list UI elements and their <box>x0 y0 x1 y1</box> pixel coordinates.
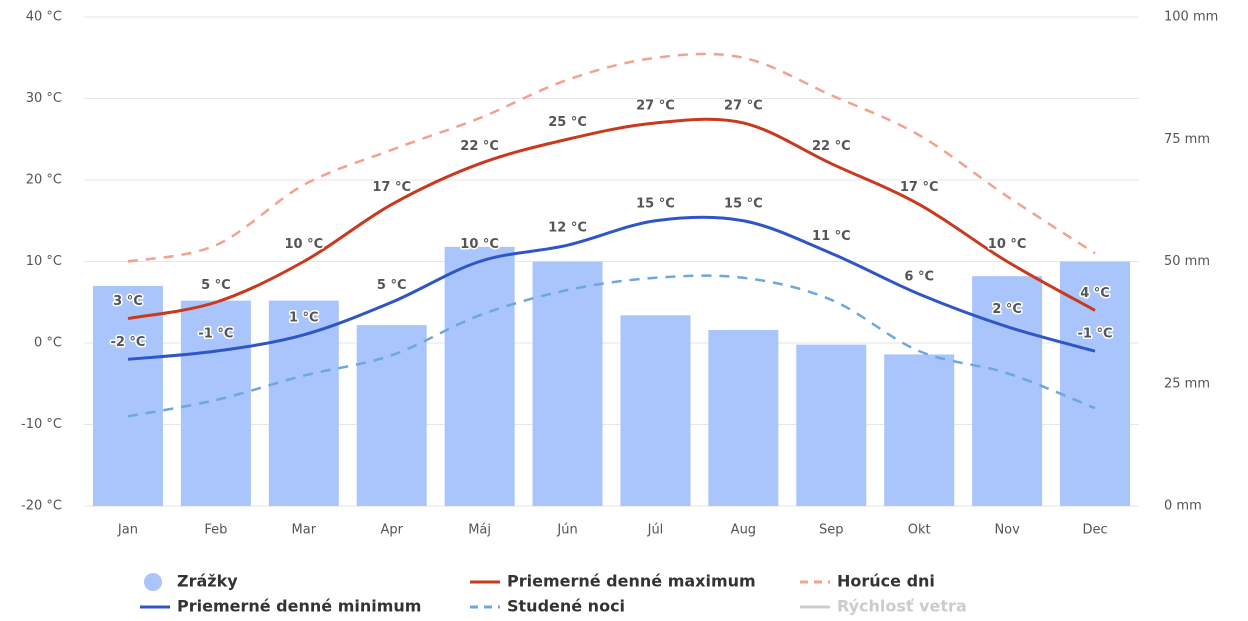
y2-tick-label: 0 mm <box>1164 499 1202 514</box>
legend-label[interactable]: Priemerné denné minimum <box>177 597 421 616</box>
data-label: 12 °C <box>548 221 587 236</box>
data-label: 17 °C <box>900 180 939 195</box>
data-label: 5 °C <box>377 278 407 293</box>
bar <box>92 285 163 506</box>
bar <box>796 344 867 506</box>
data-label: 6 °C <box>904 270 934 285</box>
data-label: 2 °C <box>992 302 1022 317</box>
data-label: 15 °C <box>724 196 763 211</box>
y2-tick-label: 75 mm <box>1164 132 1210 147</box>
line <box>127 274 1096 418</box>
y-tick-label: 10 °C <box>26 254 62 269</box>
x-tick-label: Aug <box>731 523 756 538</box>
bar <box>532 261 603 506</box>
data-label: 27 °C <box>724 98 763 113</box>
legend-label[interactable]: Studené noci <box>507 597 625 616</box>
y2-tick-label: 25 mm <box>1164 376 1210 391</box>
x-tick-label: Jan <box>117 523 138 538</box>
legend-marker <box>144 573 162 591</box>
x-tick-label: Dec <box>1082 523 1107 538</box>
data-label: 15 °C <box>636 196 675 211</box>
x-tick-label: Nov <box>994 523 1020 538</box>
y-tick-label: 20 °C <box>26 173 62 188</box>
data-label: 27 °C <box>636 98 675 113</box>
data-label: -1 °C <box>1078 327 1113 342</box>
legend-label[interactable]: Zrážky <box>177 572 238 591</box>
y-tick-label: -10 °C <box>21 417 62 432</box>
y-tick-label: 40 °C <box>26 10 62 25</box>
bar <box>972 276 1043 506</box>
x-tick-label: Jún <box>556 523 577 538</box>
bar <box>708 329 779 506</box>
data-label: 10 °C <box>460 237 499 252</box>
data-label: 11 °C <box>812 229 851 244</box>
data-label: 17 °C <box>372 180 411 195</box>
y-tick-label: 30 °C <box>26 91 62 106</box>
legend-label[interactable]: Priemerné denné maximum <box>507 572 756 591</box>
line <box>127 52 1096 263</box>
data-label: 1 °C <box>289 310 319 325</box>
data-label: 22 °C <box>812 139 851 154</box>
x-tick-label: Okt <box>908 523 931 538</box>
bar <box>180 300 251 506</box>
data-label: 4 °C <box>1080 286 1110 301</box>
data-label: 3 °C <box>113 294 143 309</box>
y-tick-label: -20 °C <box>21 499 62 514</box>
x-tick-label: Máj <box>468 523 491 538</box>
line <box>127 215 1096 361</box>
data-label: 5 °C <box>201 278 231 293</box>
bar <box>444 246 515 506</box>
bar <box>620 315 691 506</box>
bar <box>884 354 955 506</box>
legend-label[interactable]: Rýchlosť vetra <box>837 597 967 616</box>
data-label: 25 °C <box>548 115 587 130</box>
x-tick-label: Apr <box>380 523 403 538</box>
x-tick-label: Mar <box>292 523 317 538</box>
bar <box>1060 261 1131 506</box>
x-tick-label: Júl <box>647 523 664 538</box>
x-tick-label: Sep <box>819 523 844 538</box>
data-label: 10 °C <box>284 237 323 252</box>
bar <box>268 300 339 506</box>
y2-tick-label: 50 mm <box>1164 254 1210 269</box>
y2-tick-label: 100 mm <box>1164 10 1218 25</box>
x-tick-label: Feb <box>204 523 227 538</box>
line <box>127 117 1096 321</box>
bar <box>356 325 427 506</box>
data-label: -2 °C <box>110 335 145 350</box>
legend-label[interactable]: Horúce dni <box>837 572 935 591</box>
data-label: 22 °C <box>460 139 499 154</box>
data-label: 10 °C <box>988 237 1027 252</box>
y-tick-label: 0 °C <box>34 336 62 351</box>
data-label: -1 °C <box>198 327 233 342</box>
